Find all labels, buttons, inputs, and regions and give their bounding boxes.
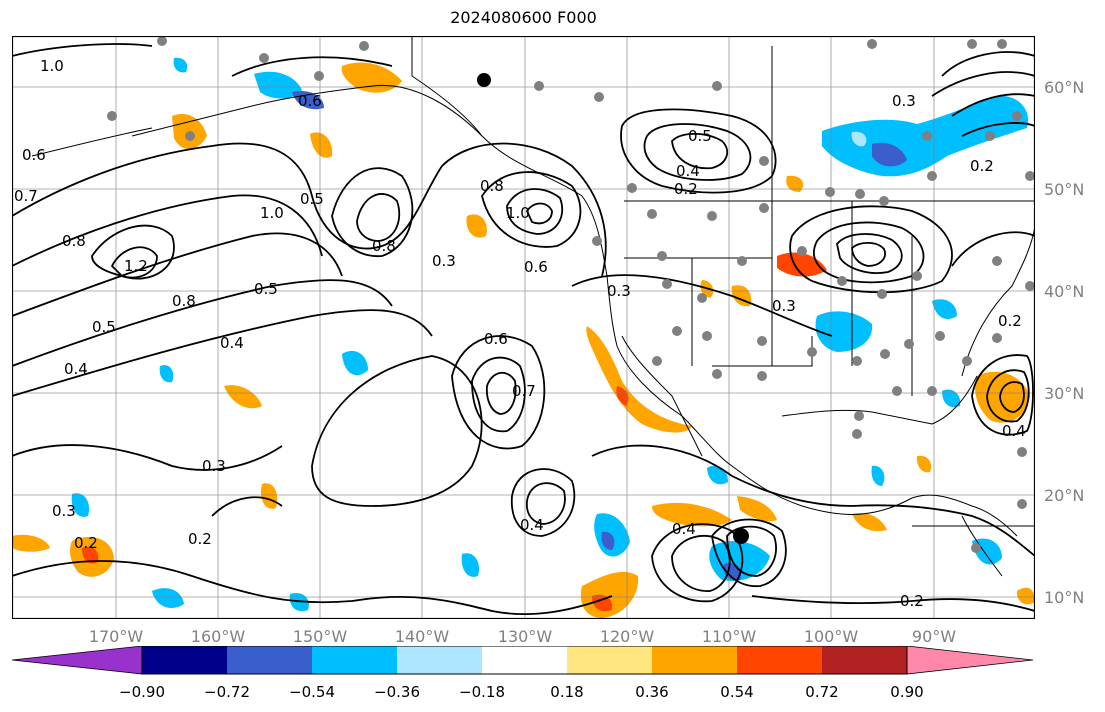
contour-label: 0.4 xyxy=(520,516,544,534)
contour-label: 0.4 xyxy=(672,520,696,538)
map-title: 2024080600 F000 xyxy=(450,8,597,27)
contour-label: 0.3 xyxy=(52,502,76,520)
contour-label: 0.3 xyxy=(892,92,916,110)
contour-label: 0.5 xyxy=(688,127,712,145)
colorbar-tick-label: 0.72 xyxy=(805,683,839,701)
coastlines xyxy=(31,36,1035,577)
lat-label: 40°N xyxy=(1044,282,1085,301)
contour-label: 0.5 xyxy=(300,190,324,208)
contour-label: 0.4 xyxy=(64,360,88,378)
colorbar-tick-label: −0.18 xyxy=(459,683,505,701)
lat-label: 50°N xyxy=(1044,180,1085,199)
lon-label: 170°W xyxy=(88,627,144,646)
colorbar-tick-label: 0.36 xyxy=(635,683,669,701)
colorbar-cell xyxy=(822,646,907,674)
contour-label: 0.6 xyxy=(22,146,46,164)
colorbar xyxy=(11,646,1034,675)
contour-label: 0.7 xyxy=(14,187,38,205)
contour-label: 0.2 xyxy=(970,157,994,175)
contour-label: 0.8 xyxy=(372,237,396,255)
colorbar-cell xyxy=(142,646,227,674)
colorbar-tick-label: −0.90 xyxy=(119,683,165,701)
colorbar-cell xyxy=(312,646,397,674)
storm-markers xyxy=(477,73,749,544)
contour-label: 0.3 xyxy=(772,297,796,315)
lon-label: 120°W xyxy=(599,627,655,646)
lon-label: 100°W xyxy=(803,627,859,646)
contour-label: 1.2 xyxy=(124,257,148,275)
contour-label: 0.6 xyxy=(484,330,508,348)
contour-label: 0.2 xyxy=(674,180,698,198)
lon-label: 90°W xyxy=(911,627,957,646)
contour-label: 0.6 xyxy=(524,258,548,276)
contour-label: 0.5 xyxy=(254,280,278,298)
contour-label: 0.5 xyxy=(92,318,116,336)
colorbar-cell xyxy=(652,646,737,674)
station-dots xyxy=(107,36,1035,553)
contour-label: 1.0 xyxy=(260,204,284,222)
colorbar-tick-label: 0.18 xyxy=(550,683,584,701)
lon-label: 130°W xyxy=(497,627,553,646)
contour-label: 0.2 xyxy=(900,592,924,610)
contour-label: 1.0 xyxy=(506,204,530,222)
lat-label: 60°N xyxy=(1044,78,1085,97)
colorbar-cell xyxy=(482,646,567,674)
colorbar-cell xyxy=(397,646,482,674)
gridlines xyxy=(12,36,1035,619)
contour-label: 0.4 xyxy=(1002,422,1026,440)
lon-label: 150°W xyxy=(292,627,348,646)
colorbar-tick-label: 0.90 xyxy=(890,683,924,701)
contour-label: 0.2 xyxy=(188,530,212,548)
colorbar-tick-label: −0.54 xyxy=(289,683,335,701)
contour-label: 1.0 xyxy=(40,57,64,75)
colorbar-cell xyxy=(11,646,143,675)
colorbar-cell xyxy=(227,646,312,674)
lon-label: 140°W xyxy=(394,627,450,646)
lat-label: 10°N xyxy=(1044,588,1085,607)
map-plot[interactable]: 1.0 0.6 0.7 0.8 1.2 0.8 0.5 0.4 0.4 0.5 … xyxy=(12,36,1035,619)
lon-label: 160°W xyxy=(190,627,246,646)
contour-label: 0.6 xyxy=(298,92,322,110)
contour-label: 0.2 xyxy=(998,312,1022,330)
contour-label: 0.4 xyxy=(220,334,244,352)
lat-label: 30°N xyxy=(1044,384,1085,403)
contour-label: 0.8 xyxy=(480,177,504,195)
contour-label: 0.3 xyxy=(432,252,456,270)
colorbar-cell xyxy=(567,646,652,674)
colorbar-tick-label: 0.54 xyxy=(720,683,754,701)
contour-label: 0.4 xyxy=(676,162,700,180)
colorbar-cell xyxy=(906,646,1034,675)
contour-label: 0.3 xyxy=(202,457,226,475)
colorbar-tick-label: −0.36 xyxy=(374,683,420,701)
contour-label: 0.7 xyxy=(512,382,536,400)
colorbar-cell xyxy=(737,646,822,674)
contour-lines xyxy=(12,43,1035,616)
lon-label: 110°W xyxy=(701,627,757,646)
contour-label: 0.8 xyxy=(172,292,196,310)
contour-label-group: 1.0 0.6 0.7 0.8 1.2 0.8 0.5 0.4 0.4 0.5 … xyxy=(14,57,1026,610)
lat-label: 20°N xyxy=(1044,486,1085,505)
colorbar-tick-label: −0.72 xyxy=(204,683,250,701)
contour-label: 0.2 xyxy=(74,534,98,552)
contour-label: 0.8 xyxy=(62,232,86,250)
contour-label: 0.3 xyxy=(607,282,631,300)
